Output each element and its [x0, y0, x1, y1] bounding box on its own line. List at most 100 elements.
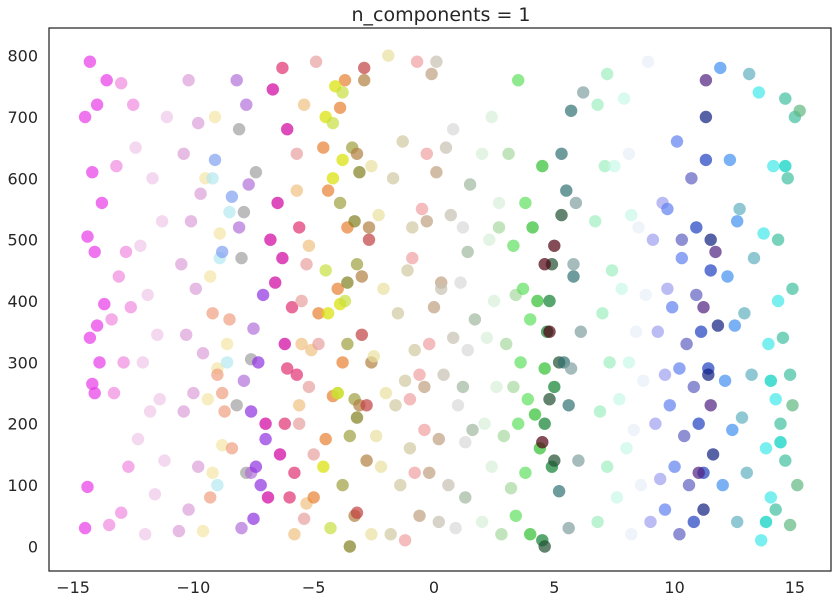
scatter-point: [743, 67, 756, 81]
scatter-point: [281, 362, 294, 375]
scatter-point: [290, 368, 303, 381]
scatter-point: [237, 205, 251, 219]
scatter-point: [651, 325, 664, 338]
scatter-point: [528, 408, 542, 421]
scatter-point: [716, 478, 729, 492]
scatter-point: [281, 123, 294, 136]
scatter-point: [625, 528, 638, 541]
scatter-point: [204, 270, 217, 283]
scatter-point: [629, 325, 643, 338]
scatter-point: [413, 368, 426, 381]
scatter-point: [153, 393, 166, 406]
scatter-point: [235, 251, 248, 265]
scatter-point: [786, 399, 799, 412]
x-tick-label: −10: [177, 578, 211, 597]
scatter-point: [427, 301, 441, 314]
scatter-point: [447, 331, 460, 344]
scatter-point: [350, 411, 364, 424]
scatter-point: [146, 172, 159, 185]
scatter-point: [492, 196, 506, 210]
scatter-point: [216, 245, 229, 259]
scatter-point: [293, 417, 306, 430]
scatter-point: [697, 503, 710, 516]
scatter-point: [548, 454, 561, 467]
scatter-point: [278, 417, 291, 430]
scatter-point: [341, 337, 354, 351]
scatter-point: [105, 313, 118, 326]
scatter-point: [589, 215, 602, 228]
scatter-point: [350, 147, 364, 160]
scatter-point: [538, 362, 551, 375]
scatter-point: [90, 319, 104, 332]
scatter-point: [225, 190, 239, 203]
scatter-point: [394, 478, 407, 492]
scatter-point: [487, 294, 501, 308]
scatter-point: [297, 512, 311, 525]
scatter-point: [83, 331, 97, 344]
scatter-point: [548, 239, 561, 252]
scatter-point: [410, 55, 424, 68]
scatter-point: [103, 518, 116, 532]
scatter-point: [319, 432, 332, 446]
scatter-point: [555, 147, 568, 160]
x-tick-label: −15: [56, 578, 90, 597]
scatter-point: [432, 515, 445, 529]
y-tick-label: 600: [7, 169, 38, 188]
scatter-points: [78, 49, 806, 553]
scatter-point: [442, 478, 455, 492]
scatter-point: [415, 202, 429, 216]
scatter-point: [447, 123, 460, 136]
scatter-point: [95, 196, 109, 210]
scatter-point: [249, 460, 263, 473]
scatter-point: [791, 478, 804, 492]
scatter-point: [115, 506, 128, 519]
scatter-point: [283, 491, 296, 504]
scatter-point: [324, 521, 337, 535]
scatter-point: [319, 264, 332, 277]
scatter-point: [598, 159, 611, 173]
scatter-point: [321, 184, 335, 197]
scatter-point: [543, 393, 556, 406]
scatter-point: [408, 343, 421, 357]
chart-title: n_components = 1: [351, 4, 530, 26]
scatter-point: [783, 368, 797, 381]
scatter-point: [661, 202, 674, 216]
scatter-point: [192, 116, 205, 130]
scatter-point: [430, 55, 443, 68]
y-tick-label: 300: [7, 353, 38, 372]
scatter-point: [670, 135, 684, 148]
scatter-point: [358, 61, 371, 75]
scatter-point: [406, 221, 419, 234]
scatter-point: [733, 202, 746, 216]
scatter-point: [475, 515, 489, 529]
scatter-point: [519, 196, 532, 210]
scatter-point: [127, 98, 140, 111]
scatter-point: [632, 221, 645, 234]
scatter-point: [297, 98, 311, 111]
scatter-point: [307, 448, 320, 461]
scatter-point: [312, 337, 325, 351]
scatter-point: [83, 55, 97, 68]
scatter-point: [406, 251, 419, 265]
scatter-point: [396, 135, 409, 148]
scatter-point: [682, 478, 696, 492]
scatter-point: [439, 141, 453, 154]
scatter-point: [690, 288, 703, 302]
scatter-point: [367, 350, 380, 363]
scatter-point: [216, 386, 229, 400]
scatter-point: [771, 233, 785, 246]
scatter-point: [605, 264, 619, 277]
scatter-point: [694, 325, 708, 338]
scatter-point: [461, 343, 474, 357]
scatter-point: [377, 282, 390, 295]
scatter-point: [110, 159, 123, 173]
scatter-point: [235, 521, 248, 535]
x-tick-label: 5: [549, 578, 559, 597]
scatter-point: [564, 362, 578, 375]
scatter-point: [312, 307, 325, 320]
scatter-point: [690, 221, 703, 234]
scatter-point: [187, 386, 200, 400]
scatter-point: [155, 215, 169, 228]
scatter-point: [293, 399, 306, 412]
